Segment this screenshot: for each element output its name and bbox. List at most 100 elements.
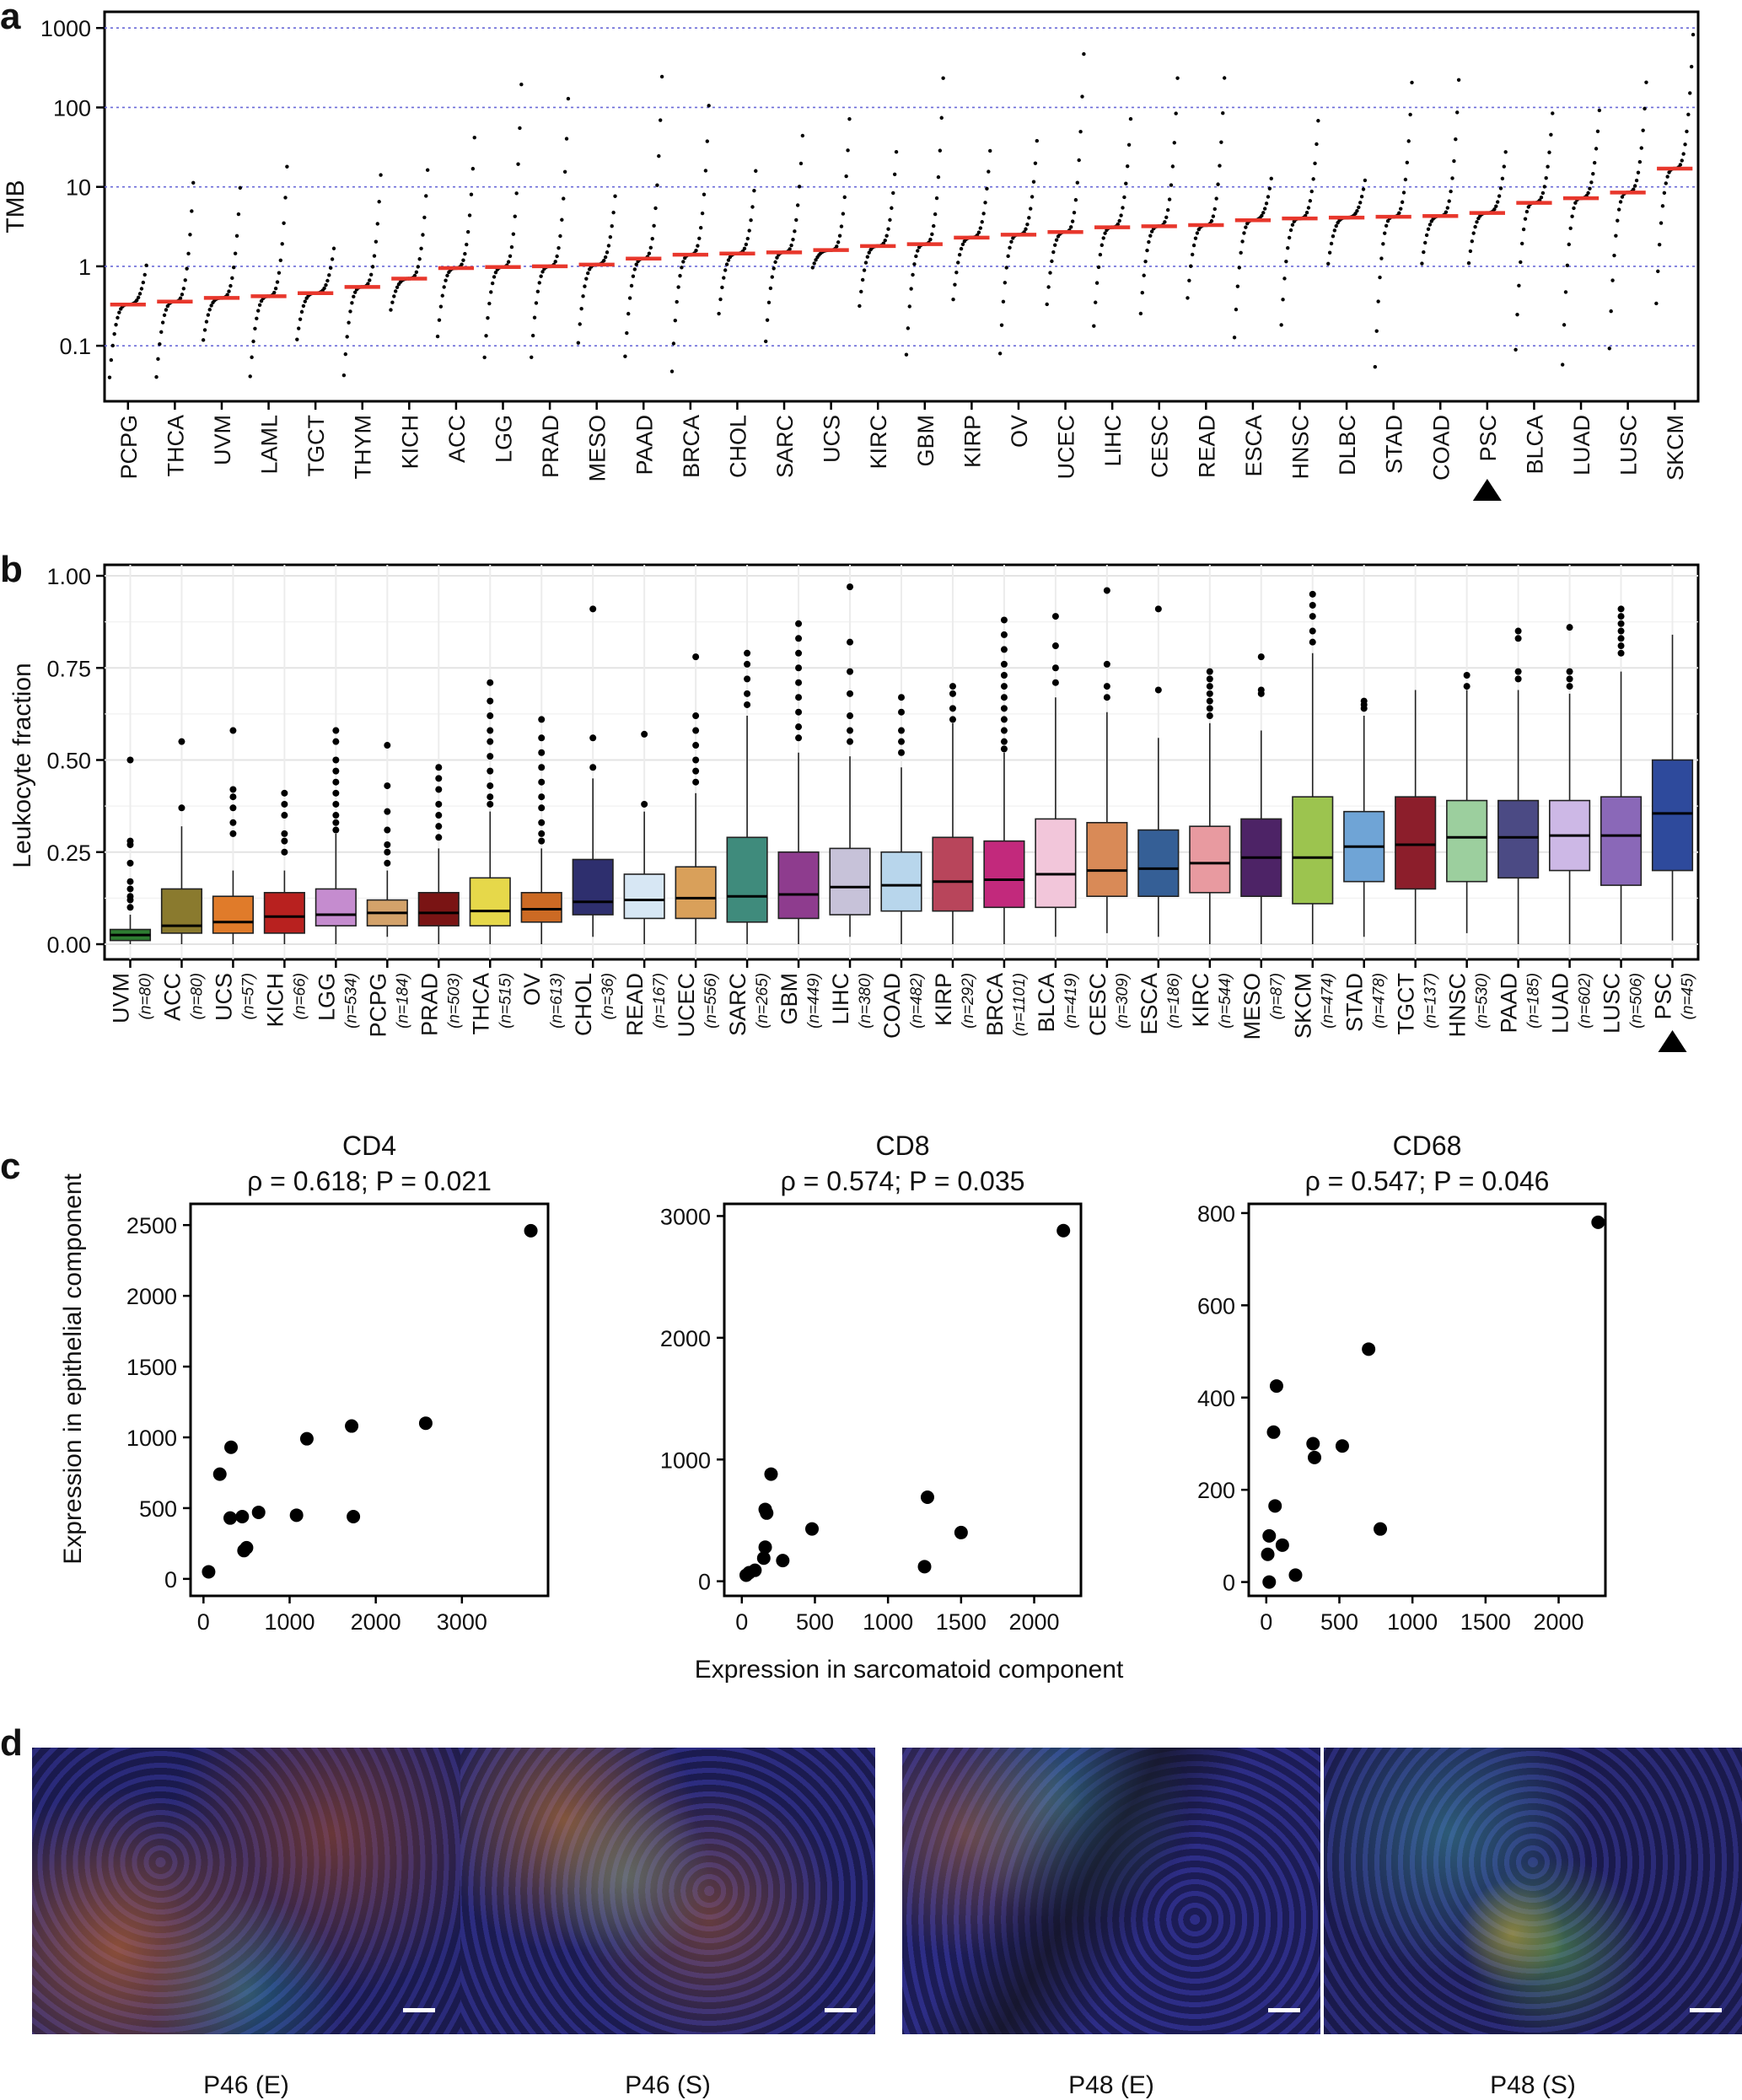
tmb-point bbox=[395, 285, 400, 289]
tmb-point bbox=[1189, 264, 1193, 268]
tmb-point bbox=[1498, 186, 1503, 191]
tmb-point bbox=[1006, 254, 1010, 259]
scatter-y-tick-label: 3000 bbox=[660, 1204, 711, 1229]
box-outlier bbox=[1309, 627, 1316, 635]
box-iqr bbox=[572, 858, 614, 916]
box-outlier bbox=[898, 694, 905, 701]
scatter-point bbox=[347, 1509, 361, 1523]
tmb-point bbox=[141, 280, 146, 285]
scatter-point bbox=[524, 1223, 538, 1238]
box-outlier bbox=[1309, 601, 1316, 609]
leukocyte-category-label: SKCM bbox=[1291, 973, 1316, 1039]
box-outlier bbox=[795, 734, 803, 742]
tmb-point bbox=[797, 185, 802, 189]
leukocyte-n-label: (n=474) bbox=[1320, 973, 1337, 1029]
tmb-point bbox=[472, 135, 476, 140]
tmb-point bbox=[1094, 300, 1098, 304]
box-outlier bbox=[1000, 738, 1008, 745]
tmb-point bbox=[959, 246, 964, 251]
tmb-point bbox=[1261, 211, 1266, 215]
box-outlier bbox=[1154, 605, 1162, 613]
tmb-point bbox=[768, 286, 773, 291]
tmb-point bbox=[1121, 206, 1125, 210]
tmb-point bbox=[608, 234, 613, 239]
tmb-point bbox=[1397, 211, 1401, 215]
tmb-point bbox=[629, 283, 634, 288]
tmb-point bbox=[1620, 195, 1625, 199]
tmb-point bbox=[1641, 128, 1645, 132]
box-outlier bbox=[1103, 683, 1110, 690]
tmb-point bbox=[209, 303, 213, 308]
scatter-x-tick-label: 2000 bbox=[1533, 1609, 1583, 1635]
tmb-point bbox=[1053, 243, 1057, 247]
box-outlier bbox=[795, 723, 803, 731]
tmb-point bbox=[1689, 64, 1694, 69]
tmb-point bbox=[236, 212, 241, 217]
tmb-point bbox=[583, 284, 587, 288]
box-outlier bbox=[1000, 727, 1008, 734]
box-iqr bbox=[829, 847, 871, 916]
box-outlier bbox=[487, 800, 494, 808]
leukocyte-n-label: (n=478) bbox=[1371, 973, 1389, 1029]
box-outlier bbox=[795, 708, 803, 716]
tmb-category-label: THCA bbox=[163, 415, 188, 477]
box-outlier bbox=[1000, 631, 1008, 638]
scatter-y-tick-label: 1500 bbox=[126, 1355, 177, 1380]
leukocyte-n-label: (n=309) bbox=[1114, 973, 1132, 1029]
tmb-point bbox=[490, 281, 495, 286]
tmb-point bbox=[772, 266, 776, 271]
scatter-frame bbox=[189, 1202, 550, 1598]
box-outlier bbox=[229, 804, 237, 812]
tmb-point bbox=[486, 315, 490, 320]
box-outlier bbox=[1206, 668, 1213, 675]
leukocyte-category-label: HNSC bbox=[1445, 973, 1470, 1038]
tmb-point bbox=[1616, 218, 1620, 223]
tmb-point bbox=[745, 236, 750, 241]
leukocyte-n-label: (n=57) bbox=[239, 973, 257, 1019]
tmb-point bbox=[299, 309, 304, 314]
scatter-point bbox=[1374, 1522, 1388, 1536]
box-outlier bbox=[641, 730, 648, 738]
tmb-point bbox=[916, 249, 920, 253]
leukocyte-chart: Leukocyte fraction 0.000.250.500.751.00 … bbox=[8, 563, 1700, 1052]
tmb-point bbox=[891, 191, 895, 196]
tmb-point bbox=[742, 246, 747, 251]
leukocyte-category-label: KIRC bbox=[1188, 973, 1213, 1028]
box-outlier bbox=[847, 583, 854, 591]
tmb-point bbox=[1357, 205, 1361, 210]
tmb-point bbox=[680, 266, 684, 270]
leukocyte-category-label: KICH bbox=[262, 973, 288, 1028]
panel-label-b: b bbox=[0, 549, 23, 590]
tmb-point bbox=[1685, 129, 1689, 134]
tmb-point bbox=[1591, 172, 1595, 176]
scatter-point bbox=[1591, 1215, 1605, 1229]
box-iqr bbox=[623, 873, 665, 920]
tmb-point bbox=[1008, 245, 1012, 250]
box-outlier bbox=[487, 738, 494, 745]
tmb-point bbox=[1128, 116, 1133, 121]
tmb-point bbox=[330, 257, 335, 261]
scatter-frame bbox=[1247, 1202, 1607, 1598]
psc-marker-triangle bbox=[1658, 1030, 1687, 1052]
tmb-point bbox=[178, 296, 183, 300]
leukocyte-category-label: PCPG bbox=[365, 973, 390, 1038]
tmb-point bbox=[277, 271, 282, 275]
tmb-point bbox=[493, 270, 498, 275]
tmb-point bbox=[1589, 180, 1594, 185]
tmb-point bbox=[862, 268, 867, 272]
tmb-category-label: PSC bbox=[1476, 415, 1501, 462]
box-outlier bbox=[692, 778, 700, 786]
box-outlier bbox=[744, 690, 751, 697]
box-outlier bbox=[1051, 679, 1059, 686]
scatter-point bbox=[739, 1568, 754, 1582]
tmb-chart: TMB 0.1 1 10 100 1000 PCPG THCA UVM LAML TGCT THY… bbox=[2, 10, 1700, 501]
tmb-point bbox=[144, 263, 148, 267]
leukocyte-n-label: (n=80) bbox=[137, 973, 154, 1019]
tmb-point bbox=[1029, 207, 1033, 211]
tmb-point bbox=[1503, 150, 1508, 154]
box-iqr bbox=[1600, 796, 1643, 886]
tmb-point bbox=[1311, 177, 1315, 181]
box-outlier bbox=[1566, 683, 1573, 690]
tmb-point bbox=[514, 191, 519, 196]
